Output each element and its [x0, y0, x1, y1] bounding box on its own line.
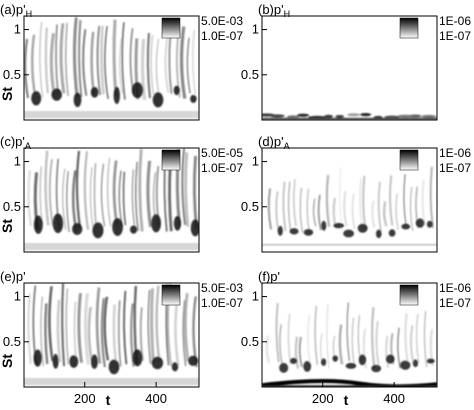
panel-a: 0.5 1 St (a)p'H 5.0E-031.0E-07: [0, 2, 243, 121]
legend-e: 5.0E-031.0E-07: [161, 281, 243, 310]
legend-min-label: 1.0E-07: [201, 161, 243, 175]
y-tick-label: 1: [252, 289, 259, 304]
legend-a: 5.0E-031.0E-07: [161, 14, 243, 43]
panel-label-f: (f)p': [258, 269, 280, 284]
y-tick-label: 1: [252, 154, 259, 169]
y-tick-label: 0.5: [3, 334, 21, 349]
colorbar: [161, 17, 181, 39]
legend-max-label: 1E-06: [439, 281, 471, 295]
panel-label-d: (d)p'A: [258, 134, 290, 151]
y-tick-label: 0.5: [241, 334, 259, 349]
y-tick-label: 0.5: [3, 67, 21, 82]
plot-frame-d: [261, 147, 438, 253]
x-axis-label: t: [106, 392, 111, 408]
y-tick-label: 0.5: [241, 67, 259, 82]
x-tick-label: 200: [74, 391, 96, 406]
y-tick-label: 0.5: [241, 199, 259, 214]
panel-c: 0.5 1 St (c)p'A 5.0E-051.0E-07: [0, 134, 243, 253]
legend-min-label: 1E-07: [439, 296, 471, 310]
legend-min-label: 1E-07: [439, 161, 471, 175]
y-axis-label: St: [0, 87, 15, 101]
legend-min-label: 1E-07: [439, 29, 471, 43]
panel-label-a: (a)p'H: [0, 2, 32, 19]
y-axis-label: St: [0, 219, 15, 233]
y-axis-label: St: [0, 354, 15, 368]
legend-c: 5.0E-051.0E-07: [161, 146, 243, 175]
y-tick-label: 1: [14, 22, 21, 37]
legend-max-label: 5.0E-03: [201, 281, 243, 295]
panel-label-b: (b)p'H: [258, 2, 290, 19]
plot-frame-e: [23, 282, 200, 388]
colorbar: [399, 149, 419, 171]
x-tick-label: 400: [145, 391, 167, 406]
x-tick-label: 200: [312, 391, 334, 406]
plot-frame-c: [23, 147, 200, 253]
x-tick-label: 400: [383, 391, 405, 406]
plot-frame-a: [23, 15, 200, 121]
legend-max-label: 5.0E-05: [201, 146, 243, 160]
legend-min-label: 1.0E-07: [201, 29, 243, 43]
heatmap-field-f: [262, 283, 437, 387]
colorbar: [399, 17, 419, 39]
colorbar: [161, 284, 181, 306]
panel-e: 0.5 1 200 400 St t (e)p' 5.0E-031.0E-07: [0, 269, 243, 408]
plot-frame-f: [261, 282, 438, 388]
panel-label-e: (e)p': [0, 269, 26, 284]
y-tick-label: 1: [252, 22, 259, 37]
panel-label-c: (c)p'A: [0, 134, 31, 151]
y-tick-label: 1: [14, 289, 21, 304]
legend-min-label: 1.0E-07: [201, 296, 243, 310]
plot-frame-b: [261, 15, 438, 121]
legend-max-label: 1E-06: [439, 146, 471, 160]
legend-max-label: 5.0E-03: [201, 14, 243, 28]
y-tick-label: 0.5: [3, 199, 21, 214]
colorbar: [399, 284, 419, 306]
colorbar: [161, 149, 181, 171]
x-axis-label: t: [344, 392, 349, 408]
legend-max-label: 1E-06: [439, 14, 471, 28]
y-tick-label: 1: [14, 154, 21, 169]
